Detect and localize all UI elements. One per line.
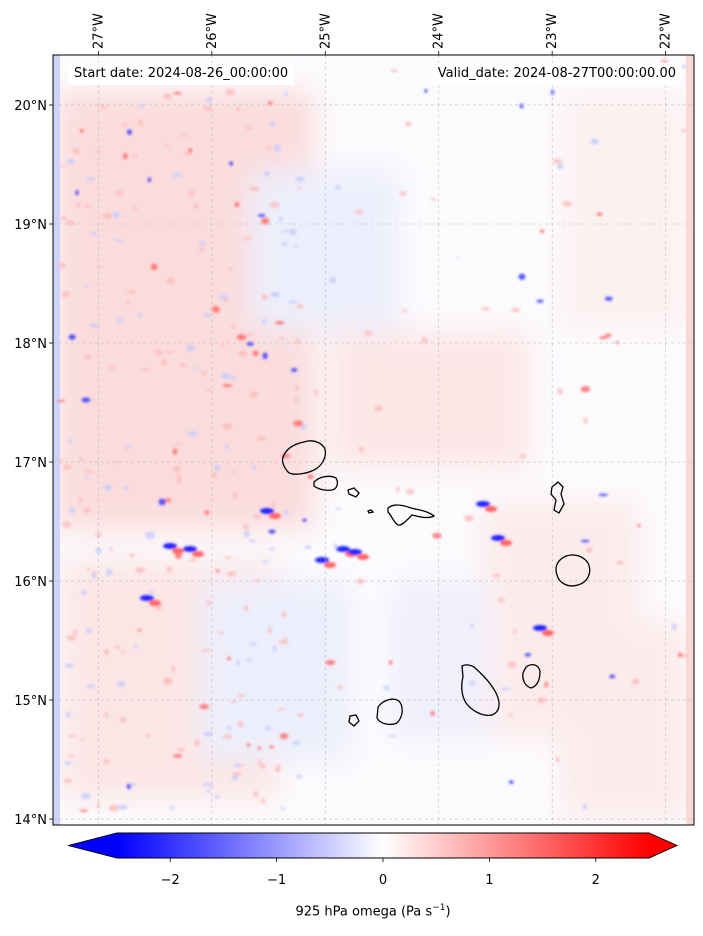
colorbar-tick-label: 0 — [379, 873, 387, 888]
omega-field — [53, 55, 694, 825]
map-gridlines — [53, 55, 694, 825]
longitude-axis: 27°W 26°W 25°W 24°W 23°W 22°W — [91, 13, 674, 55]
island-branco — [367, 509, 375, 514]
colorbar-title-close: ) — [445, 904, 451, 920]
island-sal — [550, 481, 565, 514]
valid-date-label: Valid_date: 2024-08-27T00:00:00.00 — [431, 63, 682, 85]
lat-tick-label: 16°N — [14, 575, 47, 590]
colorbar-title: 925 hPa omega (Pa s−1) — [0, 903, 703, 919]
island-santa-luzia — [347, 487, 360, 498]
lon-tick-label: 27°W — [91, 13, 106, 49]
island-brava — [348, 714, 360, 727]
colorbar-tick-label: 2 — [592, 873, 600, 888]
coastlines — [281, 440, 591, 727]
lon-tick-label: 26°W — [205, 13, 220, 49]
map-frame — [52, 54, 695, 826]
colorbar: −2 −1 0 1 2 — [67, 832, 679, 888]
lat-tick-label: 14°N — [14, 813, 47, 828]
island-santiago — [461, 664, 500, 717]
island-santo-antao — [281, 440, 327, 475]
island-fogo — [376, 698, 403, 725]
colorbar-title-text: 925 hPa omega (Pa s — [295, 904, 433, 920]
latitude-axis: 20°N 19°N 18°N 17°N 16°N 15°N 14°N — [14, 99, 53, 828]
lat-tick-label: 18°N — [14, 337, 47, 352]
island-maio — [522, 664, 541, 689]
lon-tick-label: 25°W — [318, 13, 333, 49]
lat-tick-label: 15°N — [14, 694, 47, 709]
lon-tick-label: 23°W — [545, 13, 560, 49]
island-sao-vicente — [313, 475, 339, 491]
lat-tick-label: 17°N — [14, 456, 47, 471]
island-sao-nicolau — [387, 504, 436, 526]
lon-tick-label: 22°W — [659, 13, 674, 49]
lat-tick-label: 20°N — [14, 99, 47, 114]
colorbar-tick-label: −1 — [267, 873, 286, 888]
colorbar-title-unit-exponent: −1 — [432, 903, 446, 913]
island-boa-vista — [555, 554, 591, 587]
lat-tick-label: 19°N — [14, 218, 47, 233]
lon-tick-label: 24°W — [432, 13, 447, 49]
colorbar-tick-label: −2 — [161, 873, 180, 888]
start-date-label: Start date: 2024-08-26_00:00:00 — [68, 63, 295, 85]
colorbar-tick-label: 1 — [485, 873, 493, 888]
